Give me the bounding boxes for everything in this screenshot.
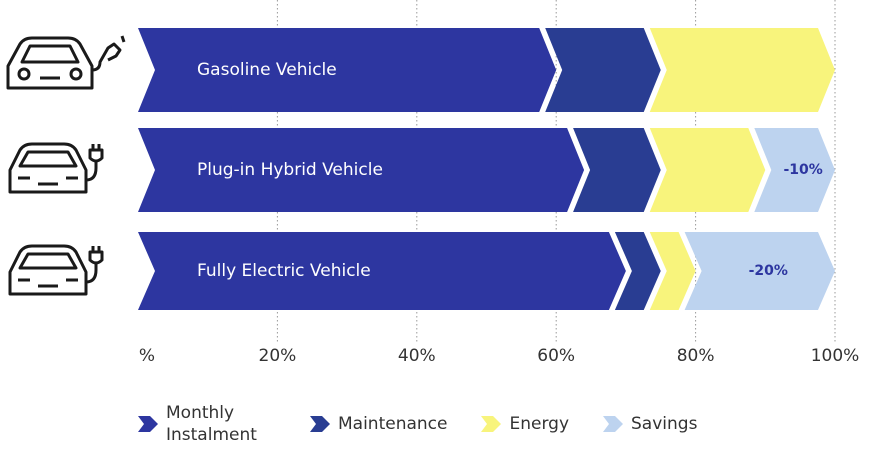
legend-item: Savings: [603, 413, 697, 435]
x-tick-label: 60%: [537, 346, 575, 366]
legend-label: Energy: [509, 414, 570, 434]
value-label: -10%: [783, 162, 822, 178]
bar-segment: [138, 232, 626, 310]
legend: Monthly Instalment Maintenance Energy Savin…: [138, 402, 731, 446]
x-tick-label: 80%: [677, 346, 715, 366]
legend-label: Monthly Instalment: [166, 403, 257, 445]
bar-segment: [573, 128, 661, 212]
legend-label: Maintenance: [338, 414, 448, 434]
bar-segment: [614, 232, 661, 310]
legend-swatch: [310, 416, 330, 432]
category-label: Plug-in Hybrid Vehicle: [197, 160, 383, 180]
bar-segment: [649, 232, 696, 310]
bar-segment: [684, 232, 835, 310]
category-label: Fully Electric Vehicle: [197, 261, 371, 281]
legend-item: Maintenance: [310, 413, 447, 435]
x-tick-label: 20%: [259, 346, 297, 366]
legend-label: Savings: [631, 414, 698, 434]
electric-car-icon: [8, 244, 104, 296]
x-tick-label: 40%: [398, 346, 436, 366]
hybrid-car-icon: [8, 142, 104, 194]
bar-segment: [138, 28, 557, 112]
chart: % 20% 40% 60% 80% 100% Gasoline Vehicle -10% Plu…: [6, 0, 860, 366]
gas-car-icon: [6, 35, 126, 90]
legend-marker: [603, 416, 624, 432]
category-label: Gasoline Vehicle: [197, 60, 337, 80]
legend-swatch: [603, 416, 624, 432]
value-label: -20%: [749, 263, 788, 279]
legend-marker: [310, 416, 330, 432]
bar-segment: [138, 128, 585, 212]
icons: [6, 35, 126, 296]
bar-segment: [649, 28, 835, 112]
legend-marker: [138, 416, 158, 432]
x-tick-label: 100%: [811, 346, 860, 366]
bar-segment: [545, 28, 661, 112]
bar-segment: [649, 128, 766, 212]
legend-item: Energy: [481, 413, 569, 435]
legend-swatch: [481, 416, 502, 432]
legend-item: Monthly Instalment: [138, 402, 276, 446]
legend-swatch: [138, 416, 158, 432]
x-tick-label: %: [139, 346, 155, 366]
legend-marker: [481, 416, 502, 432]
bar-segment: [754, 128, 835, 212]
